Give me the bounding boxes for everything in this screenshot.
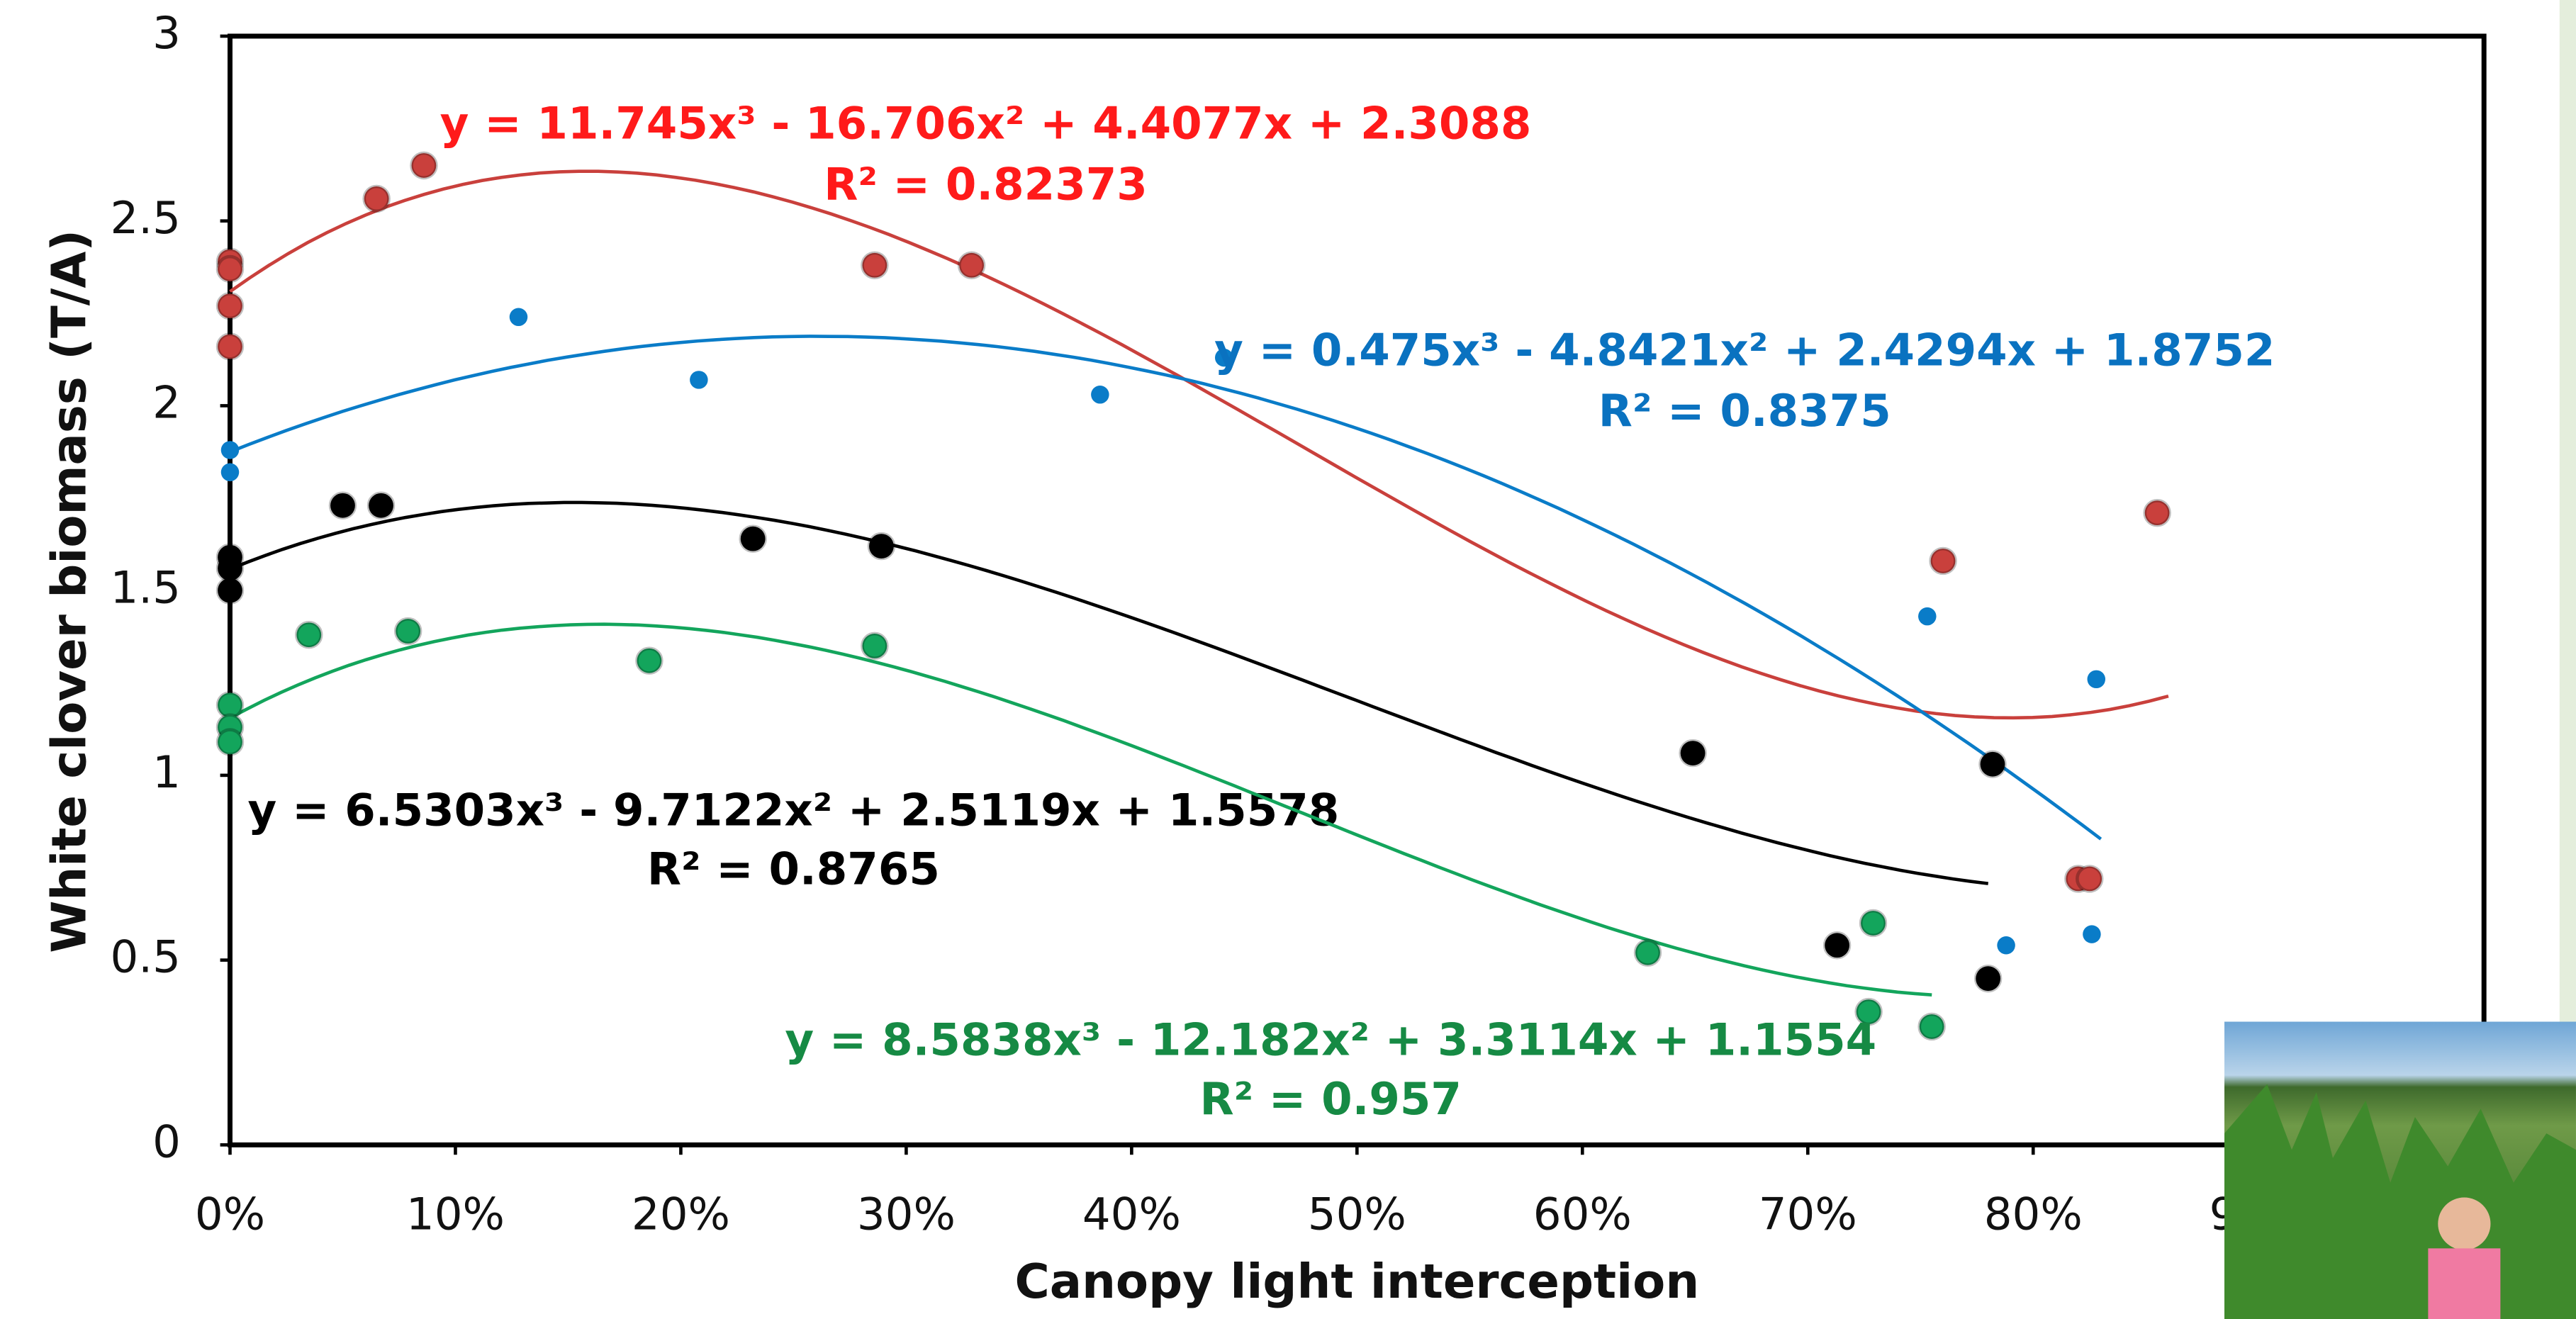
point <box>690 371 707 388</box>
trend-r-squared: R² = 0.8375 <box>1598 385 1891 437</box>
trendline <box>230 172 2168 718</box>
y-axis-title: White clover biomass (T/A) <box>42 230 97 953</box>
trend-r-squared: R² = 0.82373 <box>824 158 1148 210</box>
point <box>296 622 321 647</box>
point <box>1997 936 2015 954</box>
x-tick-label: 30% <box>857 1188 956 1240</box>
point <box>2088 670 2105 688</box>
x-tick-label: 10% <box>406 1188 505 1240</box>
plot-frame <box>230 36 2484 1145</box>
point <box>218 730 242 755</box>
point <box>1931 549 1956 573</box>
photo <box>2224 1022 2576 1319</box>
point <box>1981 752 2005 777</box>
point <box>959 253 984 278</box>
point <box>2083 925 2100 943</box>
point <box>221 441 239 459</box>
point <box>218 335 242 359</box>
point <box>218 293 242 318</box>
plot-layer: 00.511.522.530%10%20%30%40%50%60%70%80%9… <box>110 7 2307 1240</box>
y-tick-label: 2.5 <box>110 192 181 244</box>
point <box>221 464 239 481</box>
point <box>1825 933 1849 958</box>
point <box>364 186 389 211</box>
trend-equation: y = 11.745x³ - 16.706x² + 4.4077x + 2.30… <box>440 98 1532 150</box>
x-tick-label: 20% <box>632 1188 730 1240</box>
x-axis-title: Canopy light interception <box>1014 1254 1699 1309</box>
point <box>218 257 242 281</box>
point <box>1681 741 1706 765</box>
x-tick-label: 40% <box>1082 1188 1181 1240</box>
point <box>1976 966 2000 991</box>
y-tick-label: 2 <box>152 377 181 429</box>
trend-r-squared: R² = 0.8765 <box>647 843 940 895</box>
point <box>1091 386 1109 403</box>
point <box>741 527 766 551</box>
point <box>218 578 242 603</box>
point <box>863 634 887 658</box>
point <box>2145 500 2170 525</box>
trend-r-squared: R² = 0.957 <box>1200 1073 1462 1125</box>
point <box>412 153 437 178</box>
y-tick-label: 1.5 <box>110 561 181 613</box>
y-tick-label: 1 <box>152 746 181 798</box>
trend-equation: y = 0.475x³ - 4.8421x² + 2.4294x + 1.875… <box>1214 324 2275 376</box>
x-tick-label: 0% <box>195 1188 265 1240</box>
trend-equation: y = 6.5303x³ - 9.7122x² + 2.5119x + 1.55… <box>248 784 1340 836</box>
point <box>330 493 355 518</box>
x-tick-label: 70% <box>1759 1188 1857 1240</box>
point <box>369 493 393 518</box>
point <box>637 649 662 673</box>
y-tick-label: 3 <box>152 7 181 59</box>
x-tick-label: 60% <box>1533 1188 1632 1240</box>
point <box>1918 607 1936 625</box>
y-tick-label: 0 <box>152 1116 181 1167</box>
y-tick-label: 0.5 <box>110 931 181 983</box>
point <box>396 619 420 644</box>
point <box>869 534 894 559</box>
x-tick-label: 50% <box>1308 1188 1406 1240</box>
point <box>510 308 527 326</box>
chart: Canopy light interception White clover b… <box>0 0 2576 1319</box>
x-tick-label: 80% <box>1984 1188 2083 1240</box>
trend-equation: y = 8.5838x³ - 12.182x² + 3.3114x + 1.15… <box>785 1014 1876 1066</box>
point <box>1861 911 1886 936</box>
point <box>863 253 887 278</box>
point <box>1635 941 1660 965</box>
point <box>2077 867 2102 892</box>
point <box>1920 1014 1944 1039</box>
